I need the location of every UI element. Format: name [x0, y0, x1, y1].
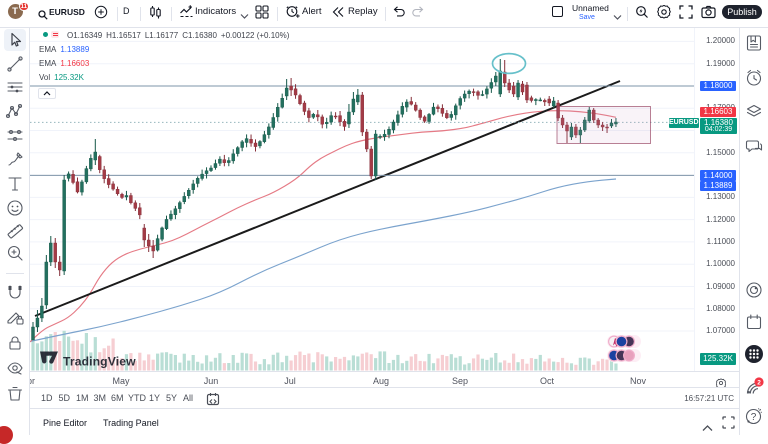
svg-text:2: 2 [757, 379, 761, 386]
svg-text:?: ? [751, 412, 757, 423]
svg-text:TradingView: TradingView [63, 355, 136, 369]
